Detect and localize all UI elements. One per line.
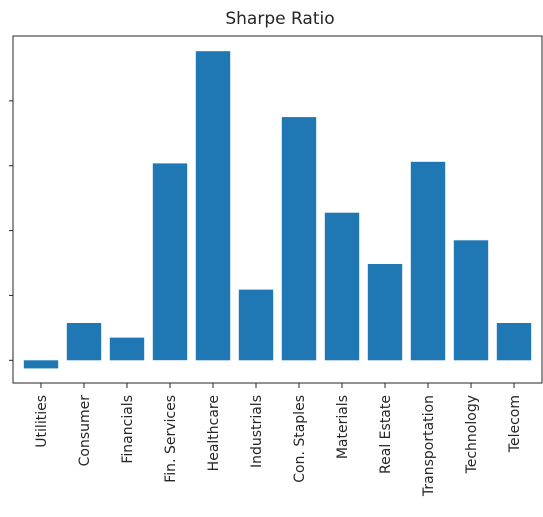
x-tick-label: Consumer xyxy=(77,395,93,467)
y-axis-ticks xyxy=(9,100,13,361)
x-tick-label: Healthcare xyxy=(206,395,222,471)
x-tick-label: Utilities xyxy=(34,395,50,448)
bar-con-staples xyxy=(281,117,317,361)
chart-title: Sharpe Ratio xyxy=(225,9,334,29)
x-tick-label: Technology xyxy=(464,395,480,474)
bar-healthcare xyxy=(195,51,231,361)
bars-group xyxy=(23,51,532,369)
x-tick-label: Fin. Services xyxy=(163,395,179,483)
bar-telecom xyxy=(496,323,532,361)
x-tick-label: Materials xyxy=(335,395,351,459)
bar-technology xyxy=(453,240,489,361)
x-tick-label: Financials xyxy=(120,395,136,464)
bar-consumer xyxy=(66,323,102,361)
x-axis-ticks: Utilities Consumer Financials Fin. Services… xyxy=(34,383,523,497)
bar-materials xyxy=(324,212,360,361)
bar-fin-services xyxy=(152,163,188,361)
plot-frame xyxy=(12,35,543,384)
bar-real-estate xyxy=(367,264,403,361)
x-tick-label: Con. Staples xyxy=(292,395,308,483)
bar-utilities xyxy=(23,360,59,369)
bar-industrials xyxy=(238,289,274,361)
bar-transportation xyxy=(410,161,446,361)
x-tick-label: Transportation xyxy=(421,395,437,497)
x-tick-label: Industrials xyxy=(249,395,265,468)
x-tick-label: Real Estate xyxy=(378,395,394,474)
x-tick-label: Telecom xyxy=(507,395,523,453)
bar-financials xyxy=(109,337,145,361)
